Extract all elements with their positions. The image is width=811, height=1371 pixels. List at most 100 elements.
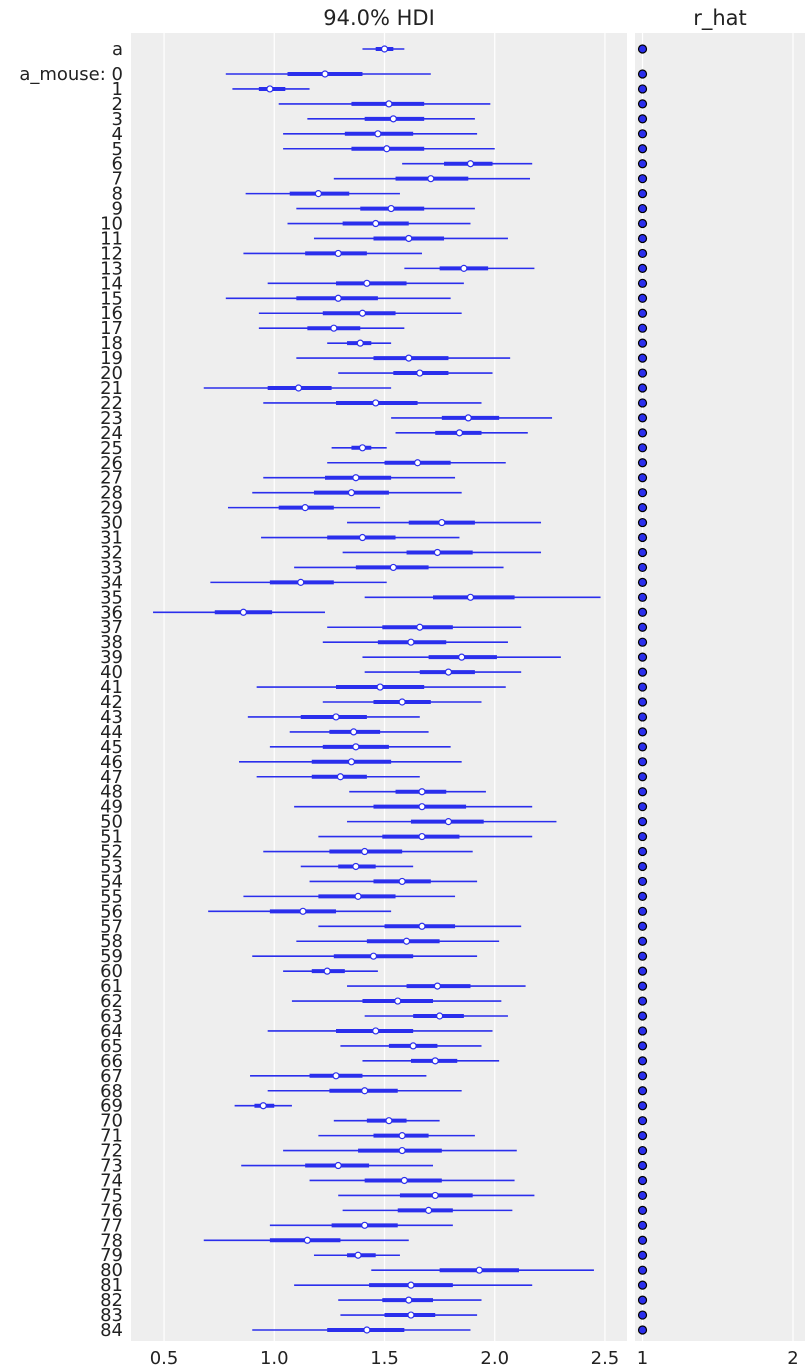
rhat-point (637, 1295, 648, 1305)
point-estimate-marker (405, 234, 413, 243)
rhat-x-tick-label: 2 (787, 1348, 798, 1369)
rhat-x-tick-label: 1 (637, 1348, 648, 1369)
rhat-point (637, 1250, 648, 1260)
point-estimate-marker (356, 339, 364, 347)
point-estimate-marker (334, 249, 342, 258)
point-estimate-marker (352, 474, 360, 482)
rhat-point (637, 1325, 648, 1335)
row-label: 72 (100, 1141, 123, 1162)
rhat-point (637, 189, 648, 199)
row-label: 21 (100, 378, 123, 399)
row-label: 33 (100, 557, 123, 578)
row-label: 62 (100, 991, 123, 1012)
point-estimate-marker (389, 115, 397, 123)
row-label: 16 (100, 303, 123, 324)
point-estimate-marker (330, 324, 338, 332)
rhat-point (637, 712, 648, 722)
hdi-panel: 94.0% HDI 0.5 1.0 1.5 2.0 2.5 aa_mouse: 0123… (19, 6, 627, 1369)
row-label: 78 (100, 1230, 123, 1251)
rhat-point (637, 1056, 648, 1066)
rhat-point (637, 263, 648, 273)
point-estimate-marker (409, 1042, 417, 1050)
row-label: 38 (100, 632, 123, 653)
rhat-point (637, 114, 648, 124)
point-estimate-marker (354, 892, 362, 900)
rhat-point (637, 398, 648, 408)
row-label: 6 (112, 154, 123, 175)
row-label: 60 (100, 961, 123, 982)
rhat-point (637, 353, 648, 363)
point-estimate-marker (361, 1087, 369, 1095)
row-label: 28 (100, 483, 123, 504)
row-label: 84 (100, 1320, 123, 1341)
row-label: 17 (100, 318, 123, 339)
row-label: 10 (100, 214, 123, 235)
rhat-point (637, 1071, 648, 1081)
row-label: 8 (112, 184, 123, 205)
point-estimate-marker (402, 937, 411, 945)
hdi-x-tick-label: 1.5 (370, 1348, 399, 1369)
row-label: 15 (100, 288, 123, 309)
row-label: 29 (100, 498, 123, 519)
point-estimate-marker (363, 279, 371, 287)
rhat-point (637, 174, 648, 184)
row-label: 4 (112, 124, 123, 145)
row-label: 14 (100, 273, 123, 294)
rhat-point (637, 278, 648, 288)
rhat-point (637, 817, 648, 827)
row-label: 49 (100, 797, 123, 818)
rhat-point (637, 727, 648, 737)
rhat-panel-background (635, 33, 805, 1341)
rhat-point (637, 1280, 648, 1290)
rhat-point (637, 1235, 648, 1245)
row-label: 2 (112, 94, 123, 115)
row-label: 23 (100, 408, 123, 429)
point-estimate-marker (398, 1146, 406, 1155)
row-label: 43 (100, 707, 123, 728)
rhat-point (637, 44, 648, 54)
rhat-point (637, 607, 648, 617)
row-label: 37 (100, 617, 123, 638)
row-label: 44 (100, 722, 123, 743)
rhat-point (637, 428, 648, 438)
point-estimate-marker (332, 1072, 340, 1080)
point-estimate-marker (405, 354, 413, 362)
rhat-points (637, 44, 648, 1335)
rhat-point (637, 577, 648, 587)
point-estimate-marker (398, 698, 406, 706)
point-estimate-marker (361, 1221, 369, 1229)
row-label: 69 (100, 1096, 123, 1117)
row-label: 76 (100, 1200, 123, 1221)
point-estimate-marker (416, 623, 424, 631)
row-label: 83 (100, 1305, 123, 1326)
hdi-x-tick-label: 2.5 (591, 1348, 620, 1369)
point-estimate-marker (332, 713, 340, 721)
rhat-point (637, 592, 648, 602)
row-labels: aa_mouse: 012345678910111213141516171819… (19, 39, 123, 1341)
row-label: 45 (100, 737, 123, 758)
point-estimate-marker (336, 773, 345, 781)
point-estimate-marker (427, 175, 435, 183)
point-estimate-marker (323, 967, 331, 975)
row-label: 58 (100, 931, 123, 952)
point-estimate-marker (438, 518, 446, 527)
row-label: 7 (112, 169, 123, 190)
point-estimate-marker (334, 294, 342, 302)
point-estimate-marker (363, 1326, 371, 1334)
rhat-panel-title: r_hat (693, 6, 747, 31)
point-estimate-marker (350, 728, 358, 736)
point-estimate-marker (433, 548, 442, 557)
point-estimate-marker (372, 1027, 380, 1035)
row-label: 9 (112, 199, 123, 220)
point-estimate-marker (466, 593, 475, 601)
point-estimate-marker (416, 369, 424, 377)
rhat-point (637, 338, 648, 348)
rhat-point (637, 637, 648, 647)
row-label: 20 (100, 363, 123, 384)
row-label: 25 (100, 438, 123, 459)
row-label: 3 (112, 109, 123, 130)
row-label: 77 (100, 1215, 123, 1236)
rhat-point (637, 1175, 648, 1186)
rhat-point (637, 1310, 648, 1320)
row-label: 74 (100, 1170, 123, 1191)
